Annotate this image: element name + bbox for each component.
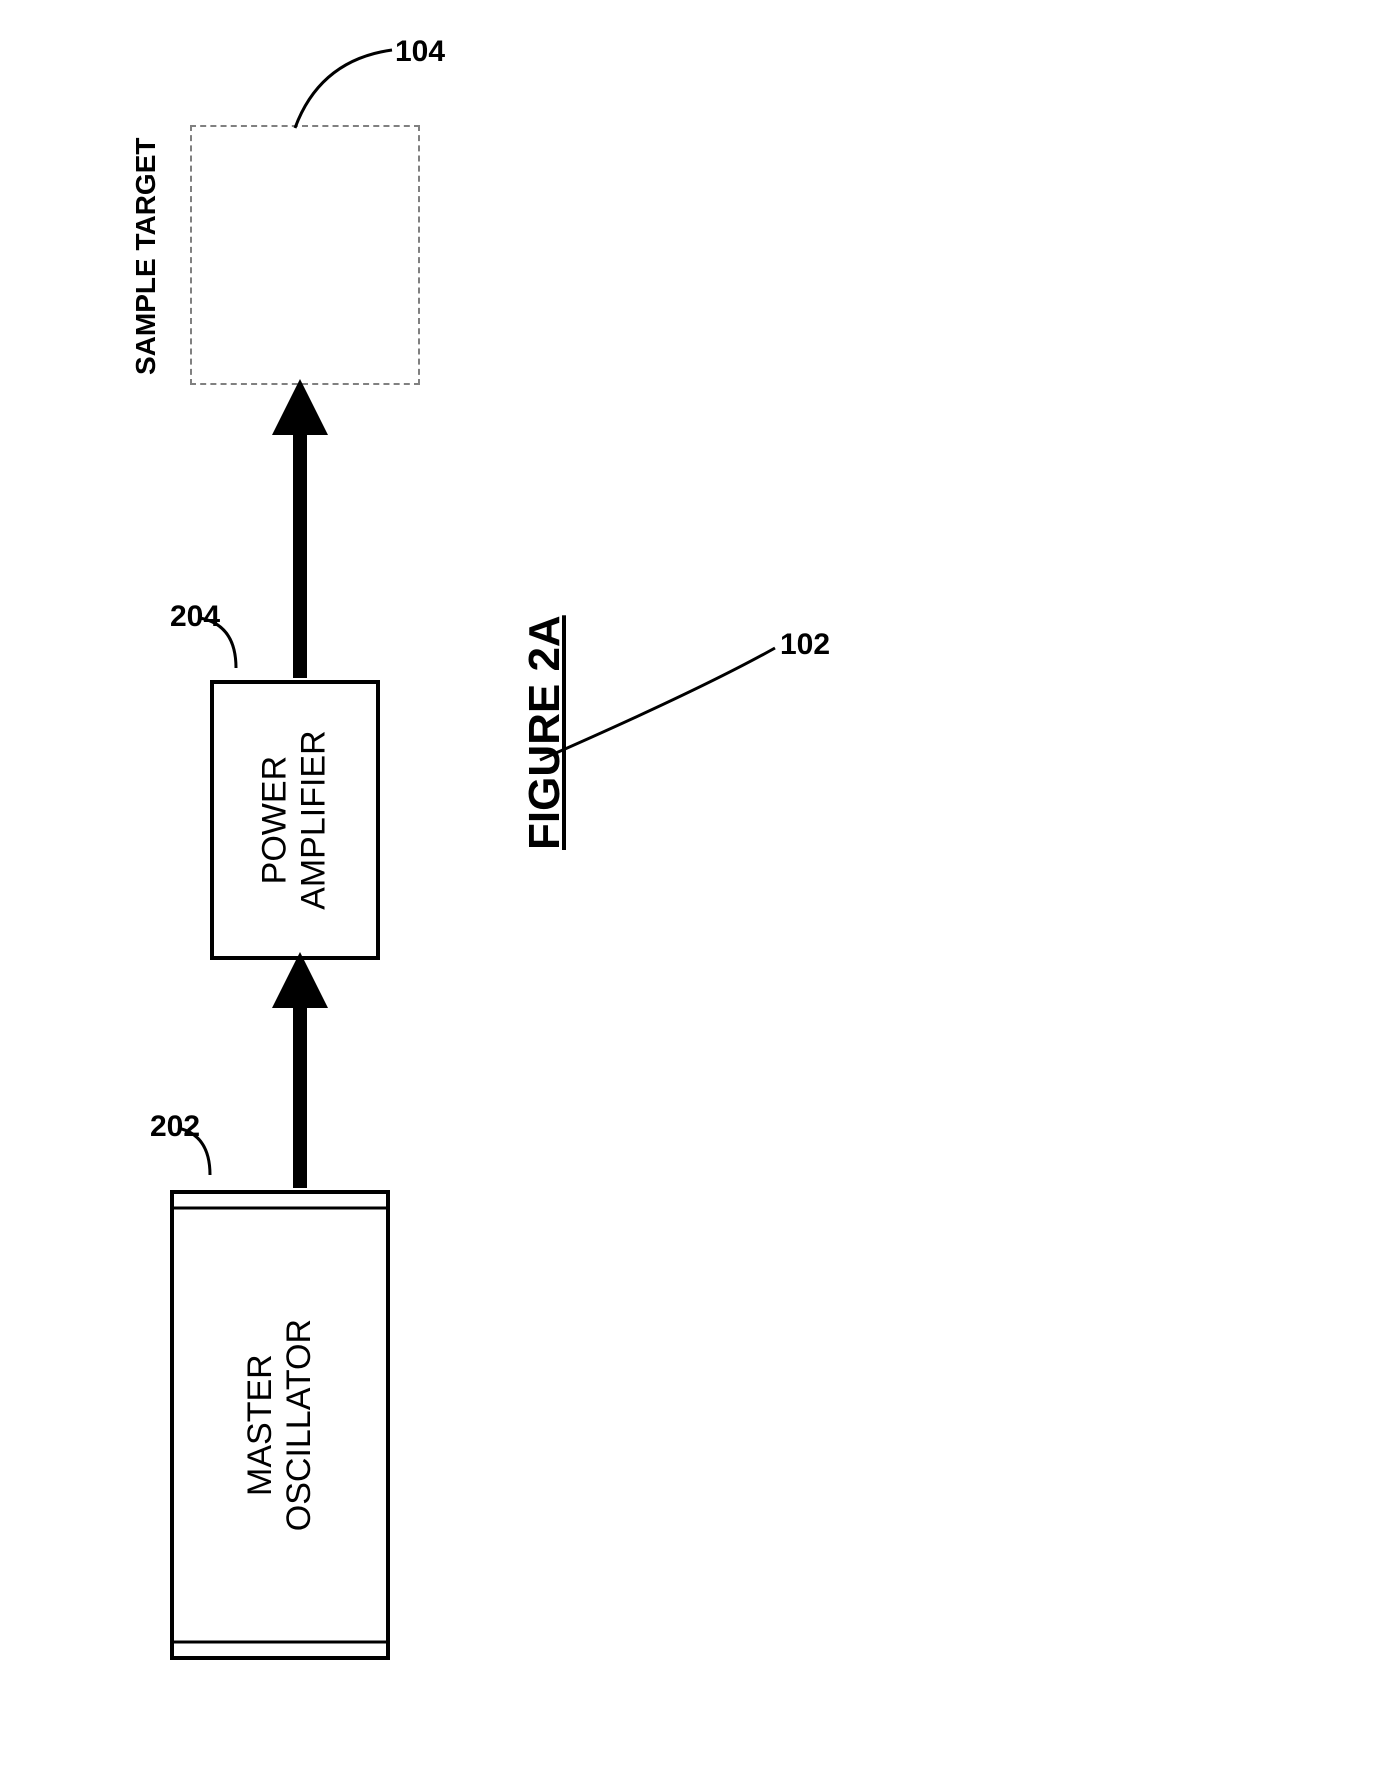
power-amplifier-line1: POWER bbox=[256, 756, 294, 884]
master-oscillator-block: MASTER OSCILLATOR bbox=[170, 1190, 390, 1660]
ref-102: 102 bbox=[780, 628, 830, 662]
ref-104: 104 bbox=[395, 35, 445, 69]
power-amplifier-block: POWER AMPLIFIER bbox=[210, 680, 380, 960]
sample-target-label: SAMPLE TARGET bbox=[130, 138, 162, 375]
figure-label: FIGURE 2A bbox=[520, 615, 570, 850]
sample-target-block bbox=[190, 125, 420, 385]
leader-102 bbox=[540, 648, 775, 760]
master-oscillator-line2: OSCILLATOR bbox=[280, 1319, 318, 1531]
power-amplifier-line2: AMPLIFIER bbox=[295, 730, 333, 909]
ref-202: 202 bbox=[150, 1110, 200, 1144]
master-oscillator-line1: MASTER bbox=[241, 1354, 279, 1496]
leader-104 bbox=[295, 50, 392, 128]
ref-204: 204 bbox=[170, 600, 220, 634]
